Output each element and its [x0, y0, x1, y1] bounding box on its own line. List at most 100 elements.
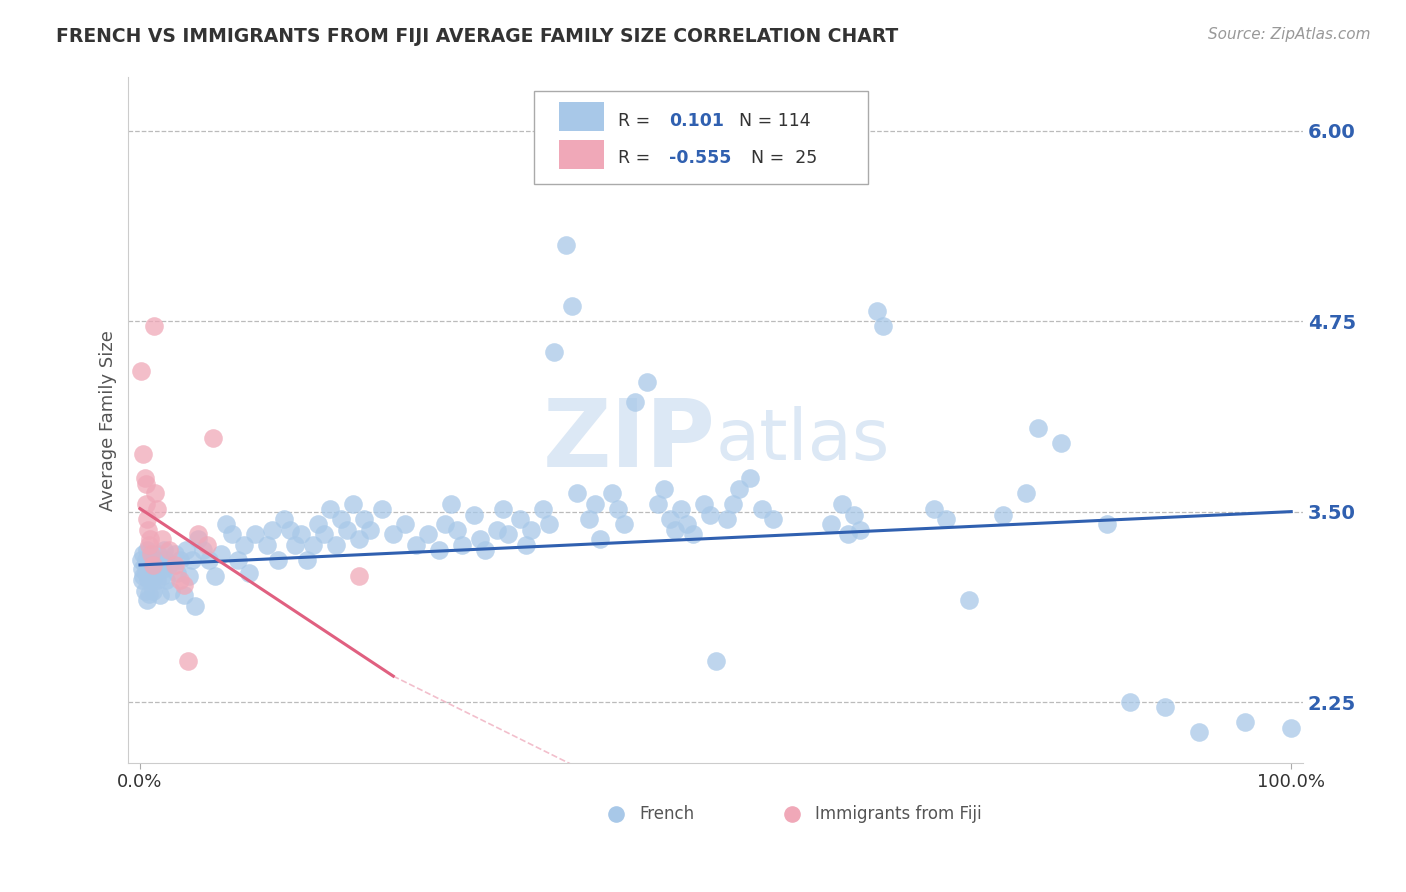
Point [138, 538, 160, 552]
Point [135, 497, 157, 511]
Point [132, 568, 155, 582]
Point [195, 538, 218, 552]
Point [290, 527, 312, 541]
Point [474, 542, 496, 557]
Point [664, 523, 686, 537]
Point [129, 553, 152, 567]
Point [382, 527, 405, 541]
Point [143, 486, 166, 500]
Point [284, 538, 307, 552]
Point [872, 318, 894, 333]
Point [1153, 699, 1175, 714]
Point [446, 523, 468, 537]
Point [138, 587, 160, 601]
Point [150, 532, 173, 546]
Point [1234, 714, 1257, 729]
Point [498, 527, 520, 541]
Text: FRENCH VS IMMIGRANTS FROM FIJI AVERAGE FAMILY SIZE CORRELATION CHART: FRENCH VS IMMIGRANTS FROM FIJI AVERAGE F… [56, 27, 898, 45]
Point [427, 542, 450, 557]
Point [163, 547, 186, 561]
Point [139, 532, 162, 546]
Point [682, 527, 704, 541]
Point [142, 568, 165, 582]
Point [1050, 436, 1073, 450]
Point [169, 573, 191, 587]
Point [624, 395, 647, 409]
Point [134, 558, 156, 572]
Text: Source: ZipAtlas.com: Source: ZipAtlas.com [1208, 27, 1371, 42]
Point [174, 542, 197, 557]
Point [762, 512, 785, 526]
Point [589, 532, 612, 546]
Point [319, 501, 342, 516]
Point [142, 558, 165, 572]
Point [173, 588, 195, 602]
Point [141, 547, 163, 561]
Y-axis label: Average Family Size: Average Family Size [100, 330, 117, 510]
Point [179, 568, 201, 582]
Point [837, 527, 859, 541]
Point [152, 562, 174, 576]
Point [177, 654, 200, 668]
Point [842, 508, 865, 522]
Point [160, 583, 183, 598]
Point [342, 497, 364, 511]
Point [132, 547, 155, 561]
Text: R =: R = [619, 112, 651, 129]
Point [440, 497, 463, 511]
Point [139, 550, 162, 565]
Text: 0.101: 0.101 [669, 112, 724, 129]
Point [451, 538, 474, 552]
Point [135, 512, 157, 526]
Point [371, 501, 394, 516]
Point [180, 553, 202, 567]
Point [226, 553, 249, 567]
Point [141, 558, 163, 572]
Point [221, 527, 243, 541]
Point [135, 593, 157, 607]
Point [520, 523, 543, 537]
Text: ZIP: ZIP [543, 395, 716, 487]
Point [347, 568, 370, 582]
Point [612, 516, 634, 531]
Point [675, 516, 697, 531]
Point [347, 532, 370, 546]
Point [993, 508, 1015, 522]
Point [136, 523, 159, 537]
Point [606, 501, 628, 516]
Point [325, 538, 347, 552]
Point [166, 566, 188, 580]
Point [145, 562, 167, 576]
Point [135, 542, 157, 557]
Point [531, 501, 554, 516]
Point [256, 538, 278, 552]
Point [209, 547, 232, 561]
Point [1015, 486, 1038, 500]
Point [1188, 725, 1211, 739]
Point [153, 542, 176, 557]
Point [267, 553, 290, 567]
Point [187, 532, 209, 546]
Point [515, 538, 537, 552]
Point [134, 583, 156, 598]
Point [434, 516, 457, 531]
FancyBboxPatch shape [560, 140, 605, 169]
Point [740, 471, 762, 485]
Point [652, 482, 675, 496]
Point [716, 512, 738, 526]
Point [262, 523, 284, 537]
Point [136, 572, 159, 586]
Text: Immigrants from Fiji: Immigrants from Fiji [815, 805, 981, 823]
Point [359, 523, 381, 537]
Point [132, 447, 155, 461]
Point [148, 588, 170, 602]
Point [600, 486, 623, 500]
Point [485, 523, 508, 537]
Point [353, 512, 375, 526]
Point [238, 566, 260, 580]
Point [198, 553, 221, 567]
Point [416, 527, 439, 541]
Point [751, 501, 773, 516]
Point [721, 497, 744, 511]
Point [866, 303, 889, 318]
